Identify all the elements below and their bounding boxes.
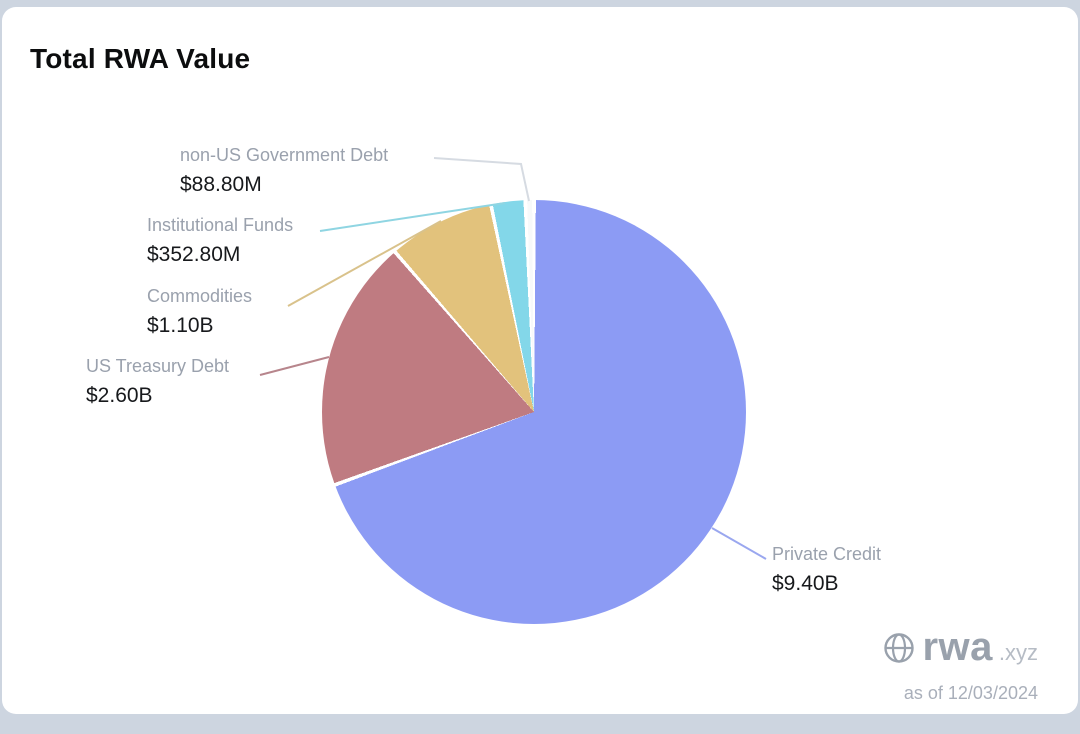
pie-chart[interactable] [322, 200, 746, 624]
as-of-date: as of 12/03/2024 [903, 683, 1038, 703]
brand-suffix: .xyz [998, 640, 1038, 665]
callout-non-us-government-debt[interactable]: non-US Government Debt $88.80M [180, 142, 388, 199]
slice-value: $352.80M [147, 242, 241, 266]
page-title: Total RWA Value [30, 43, 251, 74]
leader-line-us-treasury-debt [259, 356, 330, 376]
callout-commodities[interactable]: Commodities $1.10B [147, 283, 252, 340]
slice-value: $2.60B [86, 383, 153, 407]
slice-label: non-US Government Debt [180, 145, 389, 165]
chart-card: Total RWA Value non-US Government Debt $… [2, 7, 1078, 714]
leader-line-non-us-government-debt [433, 157, 530, 202]
brand-logo[interactable]: rwa .xyz [882, 625, 1038, 670]
slice-value: $1.10B [147, 313, 214, 337]
callout-private-credit[interactable]: Private Credit $9.40B [772, 541, 881, 598]
callout-institutional-funds[interactable]: Institutional Funds $352.80M [147, 212, 293, 269]
slice-label: Commodities [147, 286, 253, 306]
slice-label: Institutional Funds [147, 215, 294, 235]
globe-icon [884, 632, 915, 663]
leader-line-private-credit [711, 527, 767, 560]
slice-value: $88.80M [180, 172, 262, 196]
callout-us-treasury-debt[interactable]: US Treasury Debt $2.60B [86, 353, 229, 410]
brand-name: rwa [922, 625, 993, 669]
slice-label: Private Credit [772, 544, 882, 564]
slice-value: $9.40B [772, 571, 839, 595]
slice-label: US Treasury Debt [86, 356, 230, 376]
